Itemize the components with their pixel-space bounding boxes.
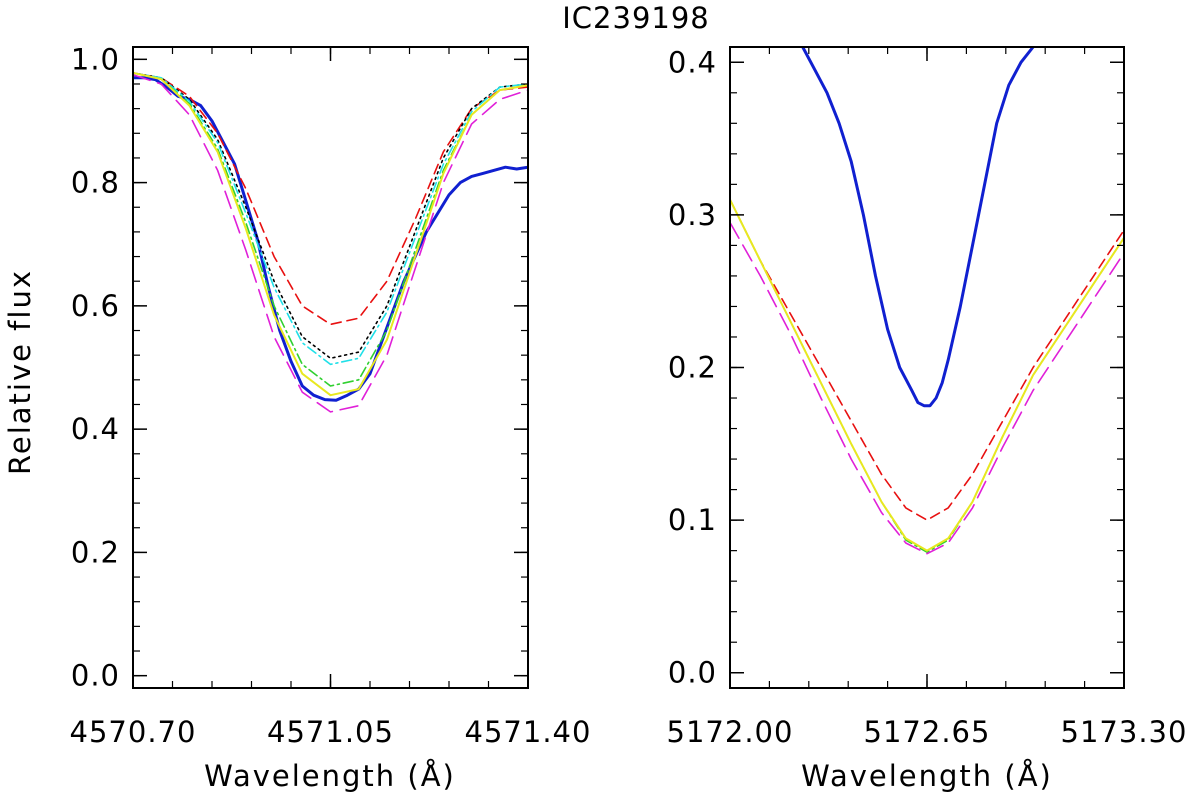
right-panel: Wavelength (Å) 5172.00 5172.65 5173.30 0.0 0… xyxy=(667,45,1188,793)
left-plot-frame xyxy=(132,46,529,689)
left-series-model-1 xyxy=(133,72,528,326)
right-y-tick-label: 0.0 xyxy=(668,656,717,690)
right-series-model-1 xyxy=(730,198,1124,521)
left-series-model-3 xyxy=(133,72,528,366)
left-series-model-6 xyxy=(133,73,528,413)
left-y-tick-label: 0.2 xyxy=(71,535,120,569)
right-x-tick-label: 5173.30 xyxy=(1061,715,1188,749)
left-x-tick-label: 4570.70 xyxy=(70,715,197,749)
right-plot-frame xyxy=(729,46,1125,689)
right-y-tick-label: 0.3 xyxy=(668,198,717,232)
left-x-tick-label: 4571.05 xyxy=(267,715,394,749)
figure-title: IC239198 xyxy=(562,1,710,35)
left-x-tick-label: 4571.40 xyxy=(465,715,592,749)
right-series-model-4 xyxy=(730,221,1124,555)
left-x-axis-title: Wavelength (Å) xyxy=(204,759,456,793)
left-series-model-2 xyxy=(133,72,528,360)
right-y-tick-label: 0.4 xyxy=(668,45,717,79)
left-y-tick-label: 1.0 xyxy=(71,42,120,76)
left-series-model-5 xyxy=(133,71,528,397)
left-panel: Wavelength (Å) 4570.70 4571.05 4571.40 0.0 0… xyxy=(70,42,592,793)
left-y-tick-label: 0.8 xyxy=(71,166,120,200)
right-x-tick-label: 5172.00 xyxy=(667,715,794,749)
y-axis-title: Relative flux xyxy=(3,269,37,475)
right-x-axis-title: Wavelength (Å) xyxy=(801,759,1053,793)
right-series-model-2 xyxy=(730,198,1124,553)
left-y-tick-label: 0.4 xyxy=(71,412,120,446)
left-series-observed-0 xyxy=(133,76,528,402)
left-y-tick-label: 0.0 xyxy=(71,659,120,693)
left-y-tick-label: 0.6 xyxy=(71,289,120,323)
right-y-tick-label: 0.1 xyxy=(668,503,717,537)
right-series-observed-0 xyxy=(801,47,1035,408)
right-series-model-3 xyxy=(730,198,1124,552)
right-y-tick-label: 0.2 xyxy=(668,351,717,385)
right-x-tick-label: 5172.65 xyxy=(864,715,991,749)
